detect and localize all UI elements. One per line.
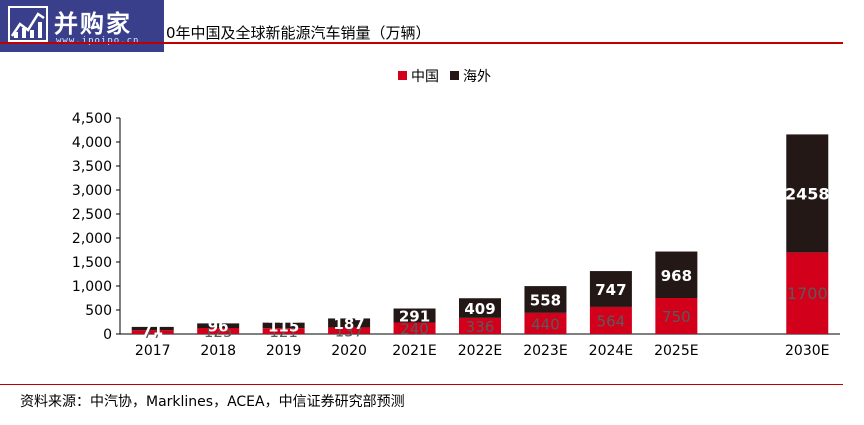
x-tick-label: 2023E — [523, 343, 567, 359]
brand-logo: 并购家 www.ipoipo.cn — [0, 0, 164, 52]
x-tick-label: 2021E — [392, 343, 436, 359]
data-label-china: 1700 — [787, 284, 828, 303]
x-tick-label: 2019 — [266, 343, 302, 359]
bar-segment-china — [328, 327, 371, 334]
y-tick-label: 2,500 — [72, 207, 112, 223]
x-tick-label: 2022E — [458, 343, 502, 359]
title-divider — [0, 42, 843, 44]
data-label-overseas: 747 — [595, 281, 626, 299]
y-tick-label: 1,500 — [72, 255, 112, 271]
chart-logo-icon — [8, 6, 48, 42]
logo-text: 并购家 — [54, 10, 132, 38]
x-tick-label: 2020 — [331, 343, 367, 359]
bar-segment-china — [131, 330, 174, 334]
data-label-overseas: 558 — [530, 291, 561, 309]
bar-segment-overseas — [524, 286, 567, 313]
source-note: 资料来源：中汽协，Marklines，ACEA，中信证券研究部预测 — [20, 394, 405, 410]
bar-segment-overseas — [589, 271, 632, 307]
legend-label: 中国 — [411, 69, 439, 85]
y-tick-label: 1,000 — [72, 279, 112, 295]
logo-url: www.ipoipo.cn — [56, 36, 140, 46]
bar-segment-china — [524, 312, 567, 334]
data-label-china: 336 — [466, 318, 495, 336]
bar-segment-overseas — [262, 322, 305, 329]
x-tick-label: 2024E — [589, 343, 633, 359]
y-tick-label: 0 — [103, 327, 112, 343]
y-tick-label: 4,000 — [72, 135, 112, 151]
bar-segment-china — [589, 306, 632, 334]
y-tick-label: 500 — [85, 303, 112, 319]
data-label-overseas: 409 — [464, 300, 495, 318]
y-tick-label: 4,500 — [72, 111, 112, 127]
data-label-overseas: 96 — [208, 318, 229, 336]
data-label-overseas: 291 — [399, 307, 430, 325]
data-label-overseas: 71 — [142, 321, 163, 339]
data-label-china: 240 — [400, 320, 429, 338]
x-tick-label: 2017 — [135, 343, 171, 359]
bar-segment-overseas — [131, 326, 174, 331]
bar-segment-overseas — [328, 318, 371, 328]
data-label-overseas: 187 — [333, 315, 364, 333]
data-label-china: 750 — [662, 308, 691, 326]
bar-segment-overseas — [197, 323, 240, 328]
legend-label: 海外 — [463, 69, 491, 85]
x-tick-label: 2025E — [654, 343, 698, 359]
chart-title: 0年中国及全球新能源汽车销量（万辆） — [166, 24, 431, 42]
legend-swatch — [398, 71, 407, 80]
data-label-china: 440 — [531, 315, 560, 333]
bar-segment-china — [786, 252, 829, 334]
y-tick-label: 2,000 — [72, 231, 112, 247]
bar-segment-overseas — [459, 298, 501, 318]
x-tick-label: 2018 — [200, 343, 236, 359]
data-label-overseas: 968 — [661, 267, 692, 285]
y-tick-label: 3,000 — [72, 183, 112, 199]
footer-divider — [0, 384, 843, 385]
x-tick-label: 2030E — [785, 343, 829, 359]
data-label-overseas: 2458 — [785, 184, 830, 203]
bar-segment-china — [393, 322, 436, 334]
data-label-overseas: 115 — [268, 317, 299, 335]
bar-segment-china — [655, 298, 698, 334]
data-label-china: 564 — [597, 312, 626, 330]
bar-segment-overseas — [655, 251, 698, 298]
bar-segment-china — [197, 328, 240, 334]
bar-segment-overseas — [786, 134, 829, 253]
y-tick-label: 3,500 — [72, 159, 112, 175]
bar-segment-china — [262, 328, 305, 334]
stacked-bar-chart: 0 500 1,000 1,500 2,000 2,500 3,000 3,500 4,000 4… — [72, 69, 840, 359]
bar-segment-overseas — [393, 308, 436, 323]
bar-segment-china — [459, 317, 501, 334]
legend-swatch — [450, 71, 459, 80]
